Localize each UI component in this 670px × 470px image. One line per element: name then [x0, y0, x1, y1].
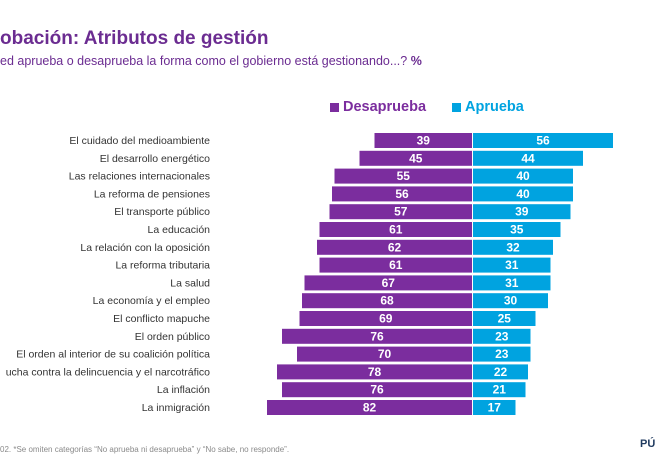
data-label-desaprueba: 67 — [382, 276, 396, 290]
category-label: La salud — [170, 277, 210, 289]
category-label: La relación con la oposición — [80, 242, 210, 254]
bar-desaprueba — [297, 346, 472, 362]
legend-label-desaprueba: Desaprueba — [343, 99, 427, 115]
legend-swatch-aprueba — [452, 102, 462, 112]
page-subtitle: ed aprueba o desaprueba la forma como el… — [0, 54, 422, 68]
category-label: La reforma tributaria — [115, 260, 210, 272]
data-label-desaprueba: 76 — [370, 329, 384, 343]
bar-desaprueba — [319, 257, 472, 273]
data-label-aprueba: 23 — [495, 329, 509, 343]
bar-aprueba — [473, 311, 536, 326]
bar-aprueba — [473, 150, 583, 166]
data-label-aprueba: 31 — [505, 276, 519, 290]
page-title: obación: Atributos de gestión — [0, 28, 269, 49]
bar-desaprueba — [329, 204, 472, 220]
bar-desaprueba — [277, 364, 472, 380]
bar-aprueba — [473, 133, 613, 148]
data-label-desaprueba: 39 — [417, 134, 431, 148]
data-label-desaprueba: 78 — [368, 365, 382, 379]
data-label-desaprueba: 68 — [380, 294, 394, 308]
data-label-desaprueba: 62 — [388, 240, 402, 254]
bar-aprueba — [473, 168, 573, 184]
bar-desaprueba — [282, 328, 472, 344]
bar-desaprueba — [334, 168, 472, 184]
category-label: El desarrollo energético — [100, 153, 210, 165]
legend-item-aprueba: Aprueba — [452, 99, 524, 115]
bar-desaprueba — [304, 275, 472, 291]
bar-aprueba — [473, 222, 561, 237]
bar-aprueba — [473, 364, 528, 380]
category-label: El orden al interior de su coalición pol… — [16, 349, 210, 361]
bar-desaprueba — [359, 150, 472, 166]
data-label-desaprueba: 69 — [379, 312, 393, 326]
data-label-desaprueba: 70 — [378, 347, 392, 361]
bar-aprueba — [473, 293, 548, 309]
category-label: ucha contra la delincuencia y el narcotr… — [6, 366, 210, 378]
data-label-aprueba: 17 — [488, 401, 502, 415]
data-label-aprueba: 25 — [498, 312, 512, 326]
bar-aprueba — [473, 239, 553, 255]
data-label-aprueba: 32 — [506, 240, 520, 254]
bar-aprueba — [473, 400, 516, 415]
category-label: La reforma de pensiones — [94, 188, 210, 200]
data-label-desaprueba: 55 — [397, 169, 411, 183]
data-label-desaprueba: 45 — [409, 151, 423, 165]
category-label: La educación — [148, 224, 211, 236]
legend-label-aprueba: Aprueba — [465, 99, 524, 115]
data-label-desaprueba: 61 — [389, 223, 403, 237]
chart-legend: Desaprueba Aprueba — [330, 99, 524, 115]
bar-aprueba — [473, 382, 526, 398]
category-label: La economía y el empleo — [93, 295, 210, 307]
data-label-aprueba: 40 — [516, 169, 530, 183]
bar-aprueba — [473, 328, 531, 344]
subtitle-text: ed aprueba o desaprueba la forma como el… — [0, 54, 408, 68]
data-label-aprueba: 31 — [505, 258, 519, 272]
bar-aprueba — [473, 346, 531, 362]
category-label: La inflación — [157, 384, 210, 396]
brand-logo: PÚ — [640, 438, 656, 450]
legend-swatch-desaprueba — [330, 102, 339, 112]
data-label-aprueba: 40 — [516, 187, 530, 201]
data-label-aprueba: 22 — [494, 365, 508, 379]
bar-desaprueba — [319, 222, 472, 237]
data-label-desaprueba: 56 — [395, 187, 409, 201]
bar-desaprueba — [267, 400, 472, 415]
bar-desaprueba — [317, 239, 472, 255]
data-label-aprueba: 21 — [493, 383, 507, 397]
data-label-aprueba: 35 — [510, 223, 524, 237]
data-label-aprueba: 30 — [504, 294, 518, 308]
bar-desaprueba — [299, 311, 472, 326]
bar-aprueba — [473, 186, 573, 202]
bar-desaprueba — [374, 133, 472, 148]
data-label-desaprueba: 57 — [394, 205, 408, 219]
data-label-desaprueba: 76 — [370, 383, 384, 397]
category-label: El conflicto mapuche — [113, 313, 210, 325]
data-label-desaprueba: 61 — [389, 258, 403, 272]
data-label-aprueba: 39 — [515, 205, 529, 219]
bar-desaprueba — [302, 293, 472, 309]
bar-desaprueba — [282, 382, 472, 398]
legend-item-desaprueba: Desaprueba — [330, 99, 426, 115]
data-label-aprueba: 44 — [521, 151, 535, 165]
bar-desaprueba — [332, 186, 472, 202]
category-label: Las relaciones internacionales — [69, 171, 210, 183]
data-label-aprueba: 56 — [536, 134, 550, 148]
category-label: El orden público — [135, 331, 210, 343]
subtitle-unit: % — [410, 54, 422, 68]
bar-aprueba — [473, 204, 571, 220]
bar-aprueba — [473, 257, 551, 273]
data-label-desaprueba: 82 — [363, 401, 377, 415]
bar-aprueba — [473, 275, 551, 291]
category-label: El transporte público — [114, 206, 210, 218]
footnote: 02. *Se omiten categorías “No aprueba ni… — [0, 445, 290, 454]
category-label: La inmigración — [142, 402, 210, 414]
data-label-aprueba: 23 — [495, 347, 509, 361]
category-label: El cuidado del medioambiente — [69, 135, 210, 147]
